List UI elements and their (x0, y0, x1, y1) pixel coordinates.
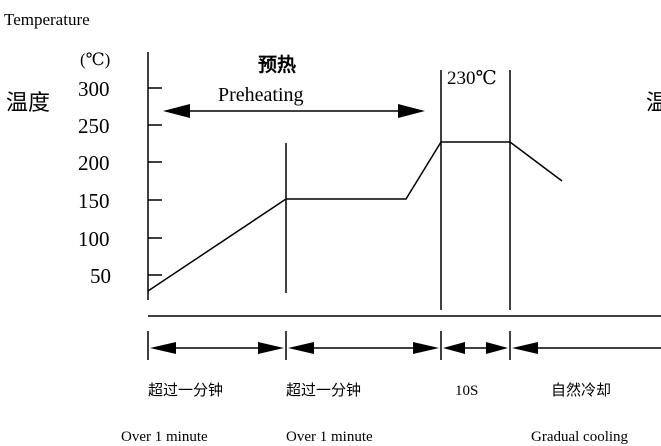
y-tick-label-200: 200 (78, 151, 110, 175)
preheat-cn-label: 预热 (258, 53, 296, 76)
peak-temperature-label: 230℃ (447, 68, 497, 89)
unit-label: (℃) (80, 50, 110, 69)
phase-1-en-label: Over 1 minute (121, 429, 208, 445)
phase-arrow-3 (443, 342, 508, 354)
phase-tick-marks (147, 331, 511, 360)
phase-2-en-label: Over 1 minute (286, 429, 373, 445)
y-axis-labels: 300 250 200 150 100 50 (78, 77, 111, 288)
y-tick-label-250: 250 (78, 114, 110, 138)
phase-4-en-label: Gradual cooling (531, 429, 629, 445)
phase-2-cn-label: 超过一分钟 (286, 381, 361, 399)
y-axis-ticks (148, 87, 162, 276)
y-tick-label-50: 50 (90, 264, 111, 288)
temperature-cn-label: 温度 (6, 91, 50, 116)
temperature-label: Temperature (4, 10, 90, 29)
phase-arrow-4 (512, 342, 661, 354)
y-tick-label-300: 300 (78, 77, 110, 101)
phase-3-label: 10S (455, 383, 478, 399)
temperature-profile-curve (147, 141, 563, 292)
phase-1-cn-label: 超过一分钟 (148, 381, 223, 399)
temperature-cn-label-right: 温 (646, 91, 661, 116)
y-tick-label-150: 150 (78, 189, 110, 213)
y-tick-label-100: 100 (78, 227, 110, 251)
preheat-arrow (163, 104, 425, 118)
phase-arrow-2 (288, 342, 439, 354)
preheat-en-label: Preheating (218, 84, 304, 106)
phase-arrow-1 (150, 342, 284, 354)
phase-4-cn-label: 自然冷却 (551, 381, 611, 399)
